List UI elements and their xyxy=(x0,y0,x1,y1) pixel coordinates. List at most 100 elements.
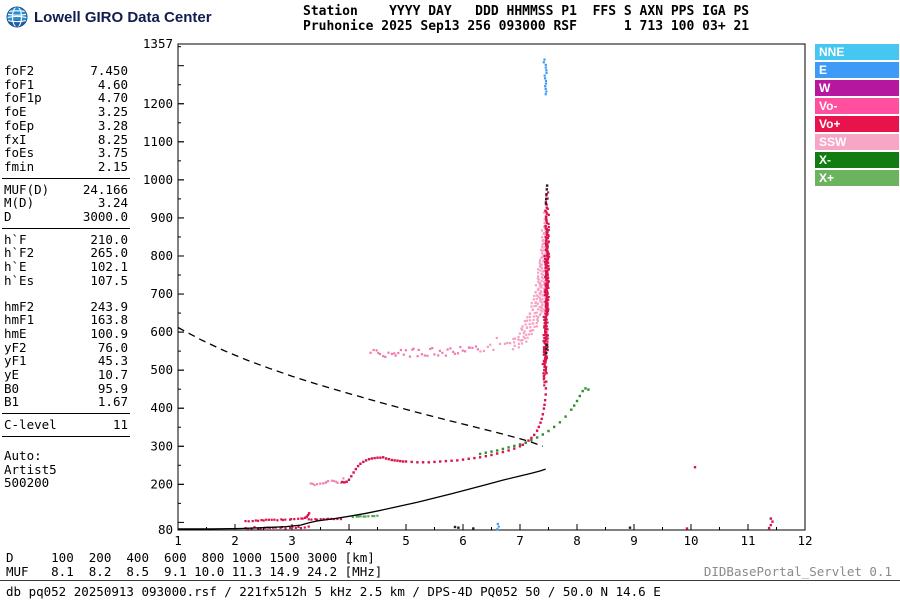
param-gap xyxy=(2,288,130,300)
legend-item-w: W xyxy=(815,80,899,96)
param-row: hmE 100.9 xyxy=(2,327,130,341)
param-value: 210.0 xyxy=(90,231,128,247)
param-value: 3.25 xyxy=(97,104,128,120)
param-value: 7.450 xyxy=(90,63,128,78)
param-row: B0 95.9 xyxy=(2,382,130,396)
series-x-trace xyxy=(478,387,590,456)
param-row: hmF2 243.9 xyxy=(2,298,130,314)
auto-line: Artist5 xyxy=(4,461,57,477)
param-divider xyxy=(2,413,130,415)
param-row: h`Es 107.5 xyxy=(2,274,130,288)
file-info-line: db pq052 20250913 093000.rsf / 221fx512h… xyxy=(6,584,661,599)
svg-text:200: 200 xyxy=(150,476,173,491)
series-spread-f-plume-red xyxy=(541,191,551,387)
svg-text:7: 7 xyxy=(516,533,524,548)
svg-text:400: 400 xyxy=(150,400,173,415)
param-label: MUF(D) xyxy=(4,181,50,197)
param-value: 4.60 xyxy=(97,76,128,92)
param-row: hmF1 163.8 xyxy=(2,313,130,327)
legend-item-ssw: SSW xyxy=(815,134,899,150)
param-label: h`F2 xyxy=(4,245,35,261)
param-label: hmE xyxy=(4,325,27,341)
param-row: M(D) 3.24 xyxy=(2,196,130,210)
param-value: 10.7 xyxy=(97,367,128,383)
param-label: foF2 xyxy=(4,63,35,78)
param-row: foEp 3.28 xyxy=(2,119,130,133)
param-label: D xyxy=(4,209,12,225)
param-label: yE xyxy=(4,367,20,383)
svg-text:6: 6 xyxy=(459,533,467,548)
param-row: C-level 11 xyxy=(2,418,130,432)
param-row: B1 1.67 xyxy=(2,395,130,409)
series-x-trace-e-region xyxy=(351,514,379,519)
param-label: B1 xyxy=(4,394,20,410)
param-value: 95.9 xyxy=(97,380,128,396)
param-value: 11 xyxy=(112,417,128,433)
series-second-order-f xyxy=(369,345,479,358)
param-value: 102.1 xyxy=(90,259,128,275)
svg-text:500: 500 xyxy=(150,362,173,377)
svg-text:600: 600 xyxy=(150,324,173,339)
svg-text:12: 12 xyxy=(797,533,812,548)
footer: D 100 200 400 600 800 1000 1500 3000 [km… xyxy=(0,548,900,600)
svg-text:900: 900 xyxy=(150,210,173,225)
series-e-trace xyxy=(244,517,304,523)
param-divider xyxy=(2,435,130,437)
param-value: 163.8 xyxy=(90,312,128,328)
auto-line: 500200 xyxy=(4,475,50,491)
param-label: h`E xyxy=(4,259,27,275)
header-line2: Pruhonice 2025 Sep13 256 093000 RSF 1 71… xyxy=(303,19,750,34)
param-label: h`Es xyxy=(4,272,35,288)
param-value: 4.70 xyxy=(97,90,128,106)
legend-item-e: E xyxy=(815,62,899,78)
auto-block: Auto: Artist5 500200 xyxy=(2,449,130,490)
param-label: B0 xyxy=(4,380,20,396)
svg-text:700: 700 xyxy=(150,286,173,301)
param-row: MUF(D) 24.166 xyxy=(2,181,130,197)
param-label: foF1p xyxy=(4,90,42,106)
svg-text:1000: 1000 xyxy=(143,172,173,187)
series-stray-echoes-red xyxy=(685,466,774,530)
param-row: yE 10.7 xyxy=(2,368,130,382)
param-row: h`F 210.0 xyxy=(2,233,130,247)
param-label: fxI xyxy=(4,131,27,147)
param-label: hmF1 xyxy=(4,312,35,328)
param-row: foF1 4.60 xyxy=(2,76,130,92)
muf-row: MUF 8.1 8.2 8.5 9.1 10.0 11.3 14.9 24.2 … xyxy=(6,564,383,579)
param-label: foE xyxy=(4,104,27,120)
series-e-cusp xyxy=(303,512,311,519)
svg-text:800: 800 xyxy=(150,248,173,263)
svg-text:1100: 1100 xyxy=(143,134,173,149)
series-muf-transmission-curve xyxy=(177,326,544,447)
svg-text:3: 3 xyxy=(288,533,296,548)
svg-text:1: 1 xyxy=(174,533,182,548)
footer-divider xyxy=(0,580,900,581)
param-divider xyxy=(2,227,130,229)
giro-globe-icon xyxy=(6,6,28,28)
param-value: 243.9 xyxy=(90,298,128,314)
param-label: foEp xyxy=(4,117,35,133)
series-vertical-interference-blue xyxy=(496,58,548,531)
param-value: 3.24 xyxy=(97,195,128,211)
series-f-trace-ordinary xyxy=(341,372,548,484)
param-row: fxI 8.25 xyxy=(2,131,130,147)
legend-item-vo-minus: Vo- xyxy=(815,98,899,114)
svg-text:2: 2 xyxy=(231,533,239,548)
legend-item-x-plus: X+ xyxy=(815,170,899,186)
lowell-giro-logo[interactable]: Lowell GIRO Data Center xyxy=(6,6,212,28)
param-divider xyxy=(2,177,130,179)
legend-item-nne: NNE xyxy=(815,44,899,60)
series-plume-tip-dark xyxy=(544,184,549,355)
param-label: hmF2 xyxy=(4,298,35,314)
param-value: 3.75 xyxy=(97,145,128,161)
parameter-panel: foF2 7.450 foF1 4.60 foF1p 4.70 foE 3.25 foEp 3.2… xyxy=(2,64,130,490)
param-value: 3.28 xyxy=(97,117,128,133)
distance-row: D 100 200 400 600 800 1000 1500 3000 [km… xyxy=(6,550,375,565)
param-value: 100.9 xyxy=(90,325,128,341)
header-line1: Station YYYY DAY DDD HHMMSS P1 FFS S AXN… xyxy=(303,4,750,19)
param-row: foF1p 4.70 xyxy=(2,91,130,105)
param-value: 107.5 xyxy=(90,272,128,288)
svg-text:11: 11 xyxy=(740,533,755,548)
svg-text:300: 300 xyxy=(150,438,173,453)
